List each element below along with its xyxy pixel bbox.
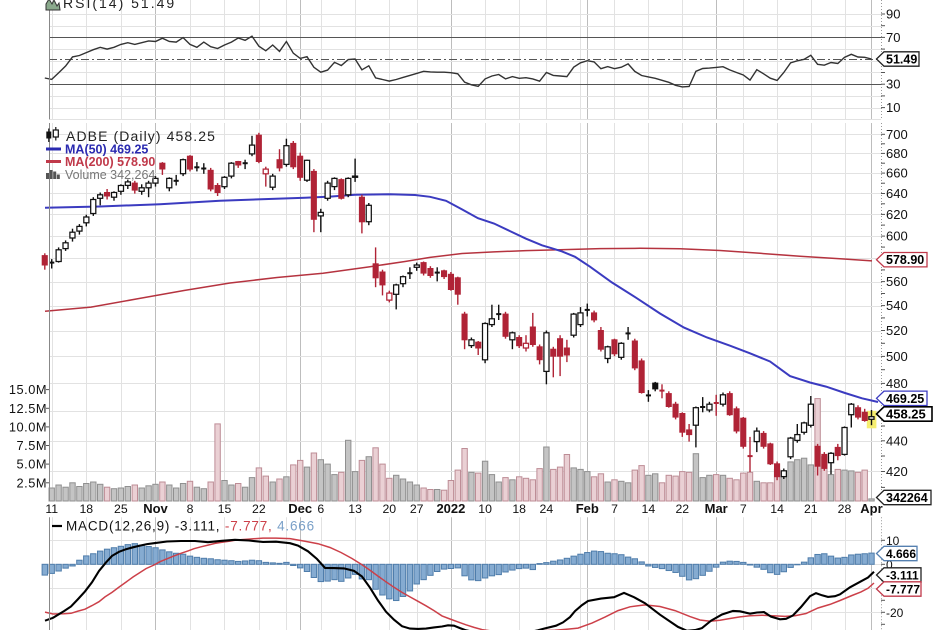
svg-text:-3.111: -3.111 [886,569,919,583]
svg-text:Nov: Nov [143,501,168,516]
svg-text:MACD(12,26,9) -3.111, -7.777,: MACD(12,26,9) -3.111, -7.777, 4.666 [66,519,315,534]
svg-text:30: 30 [886,77,900,92]
svg-text:500: 500 [886,349,908,364]
svg-text:540: 540 [886,298,908,313]
svg-text:24: 24 [540,502,554,516]
svg-text:640: 640 [886,186,908,201]
svg-text:Mar: Mar [705,501,728,516]
svg-text:MA(200) 578.90: MA(200) 578.90 [65,155,155,169]
svg-text:-7.777: -7.777 [886,583,920,597]
svg-text:2022: 2022 [436,501,465,516]
svg-text:RSI(14) 51.49: RSI(14) 51.49 [63,0,176,11]
svg-text:28: 28 [838,502,852,516]
svg-text:13: 13 [348,502,362,516]
svg-text:7: 7 [740,502,747,516]
svg-text:420: 420 [886,464,908,479]
svg-text:18: 18 [79,502,93,516]
svg-text:22: 22 [675,502,689,516]
svg-text:458.25: 458.25 [886,407,926,422]
svg-text:Volume 342,264: Volume 342,264 [65,168,155,182]
svg-text:Apr: Apr [860,501,882,516]
svg-text:469.25: 469.25 [886,392,924,406]
svg-text:27: 27 [410,502,424,516]
svg-text:12.5M: 12.5M [9,401,47,416]
svg-text:4.666: 4.666 [886,547,916,561]
svg-text:MA(50) 469.25: MA(50) 469.25 [65,143,148,157]
svg-text:ADBE (Daily) 458.25: ADBE (Daily) 458.25 [66,128,216,144]
svg-text:520: 520 [886,323,908,338]
svg-text:680: 680 [886,146,908,161]
svg-text:22: 22 [252,502,266,516]
svg-text:10: 10 [886,100,900,115]
svg-text:15: 15 [218,502,232,516]
svg-text:-20: -20 [886,606,904,620]
svg-text:20: 20 [382,502,396,516]
svg-text:10.0M: 10.0M [9,419,47,434]
svg-text:90: 90 [886,7,900,22]
svg-text:6: 6 [317,502,324,516]
svg-text:25: 25 [114,502,128,516]
svg-text:700: 700 [886,127,908,142]
svg-text:10: 10 [886,534,900,548]
svg-text:Dec: Dec [288,501,312,516]
svg-text:0: 0 [886,558,893,572]
svg-text:11: 11 [45,502,58,516]
svg-text:5.0M: 5.0M [17,457,47,472]
svg-text:15.0M: 15.0M [9,382,47,397]
svg-text:21: 21 [804,502,818,516]
svg-text:70: 70 [886,30,900,45]
svg-text:578.90: 578.90 [886,253,924,267]
svg-text:2.5M: 2.5M [17,475,47,490]
svg-text:Feb: Feb [576,501,599,516]
svg-text:8: 8 [187,502,194,516]
svg-text:18: 18 [512,502,526,516]
svg-text:620: 620 [886,207,908,222]
svg-text:14: 14 [770,502,784,516]
svg-text:560: 560 [886,274,908,289]
svg-text:440: 440 [886,433,908,448]
svg-text:14: 14 [642,502,656,516]
svg-text:51.49: 51.49 [886,53,917,67]
svg-text:480: 480 [886,376,908,391]
svg-text:342264: 342264 [886,491,928,505]
svg-text:7: 7 [611,502,618,516]
svg-text:660: 660 [886,166,908,181]
svg-text:10: 10 [478,502,492,516]
svg-text:600: 600 [886,229,908,244]
svg-text:7.5M: 7.5M [17,438,47,453]
